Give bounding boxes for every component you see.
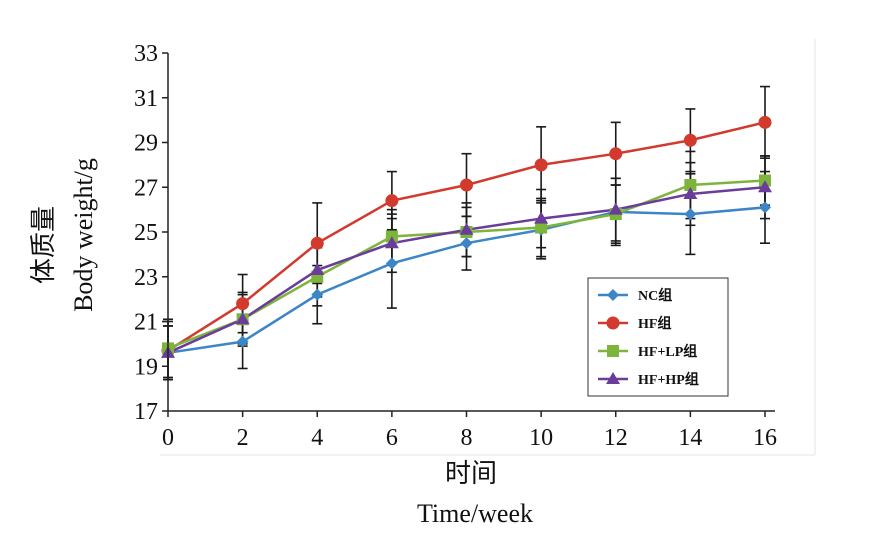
y-tick-label: 17 [134,399,158,425]
x-axis-label-cn: 时间 [445,459,497,488]
plot-area [160,39,816,456]
data-point [459,222,474,235]
data-point [683,133,697,147]
y-axis-label-cn: 体质量 [29,206,58,284]
legend-marker [607,289,619,301]
y-tick-label: 33 [134,41,158,67]
x-axis-label-en: Time/week [417,499,533,528]
x-tick-label: 14 [678,425,702,451]
y-tick-label: 29 [134,131,158,157]
x-tick-label: 4 [311,425,323,451]
data-point [535,221,548,234]
data-point [608,202,623,215]
x-tick-label: 10 [529,425,553,451]
y-axis-label-en: Body weight/g [69,158,98,312]
data-point [758,180,772,193]
data-point [460,178,473,192]
data-point [236,335,249,348]
data-point [534,211,549,224]
data-point [534,158,548,172]
data-point [684,208,697,221]
data-point [310,263,325,276]
y-tick-label: 27 [134,175,158,201]
data-point [460,237,473,250]
data-point [609,147,623,161]
x-tick-label: 6 [386,425,398,451]
y-tick-label: 21 [134,310,158,336]
legend-label: HF+LP组 [638,343,697,360]
x-tick-label: 12 [604,425,628,451]
series-markers [161,115,772,359]
data-point [384,236,399,249]
legend-label: HF+HP组 [638,371,699,388]
data-point [759,201,771,214]
y-tick-label: 25 [134,220,158,246]
legend-marker [606,372,620,384]
data-point [311,288,324,301]
data-point [683,186,698,199]
data-point [385,194,399,208]
legend-marker [607,345,619,357]
x-tick-label: 0 [162,425,174,451]
legend-marker [606,316,620,330]
legend: NC组 HF组 HF+LP组 HF+HP组 [587,277,729,397]
data-point [235,312,250,325]
x-tick-label: 16 [753,425,777,451]
data-point [236,297,250,311]
legend-label: NC组 [638,287,672,304]
x-tick-label: 2 [237,425,249,451]
data-point [758,115,772,129]
y-tick-label: 23 [134,265,158,291]
y-tick-label: 19 [134,354,158,380]
legend-label: HF组 [638,315,671,332]
data-point [684,179,697,192]
data-point [310,236,324,250]
axes: 17 19 21 23 25 27 29 31 33 0 2 4 6 8 10 12 14 16 [134,41,777,451]
x-tick-label: 8 [461,425,473,451]
y-tick-label: 31 [134,86,158,112]
data-point [385,257,398,270]
